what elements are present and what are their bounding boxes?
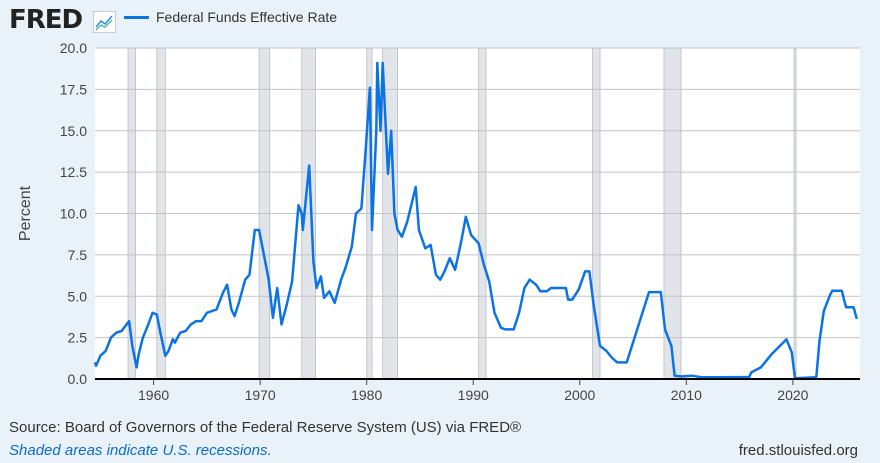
y-tick-label: 12.5 <box>60 164 87 180</box>
y-tick-label: 20.0 <box>60 40 87 56</box>
y-tick-label: 0.0 <box>68 371 88 387</box>
fred-url[interactable]: fred.stlouisfed.org <box>738 442 858 459</box>
series-line-federal-funds-rate <box>93 61 859 380</box>
y-tick-label: 5.0 <box>68 288 88 304</box>
y-tick-label: 15.0 <box>60 123 87 139</box>
line-chart-icon[interactable] <box>93 11 116 33</box>
recession-note[interactable]: Shaded areas indicate U.S. recessions. <box>9 442 272 459</box>
legend-swatch <box>124 15 149 19</box>
fred-logo[interactable]: FRED <box>9 5 83 35</box>
legend: Federal Funds Effective Rate <box>124 9 337 25</box>
y-tick-label: 17.5 <box>60 81 87 97</box>
y-tick-label: 7.5 <box>68 247 88 263</box>
y-tick-label: 10.0 <box>60 206 87 222</box>
x-tick-label: 2000 <box>564 387 595 403</box>
x-tick-label: 1970 <box>245 387 276 403</box>
y-tick-label: 2.5 <box>68 330 88 346</box>
y-axis-label: Percent <box>17 185 34 241</box>
legend-label: Federal Funds Effective Rate <box>156 9 338 25</box>
source-text: Source: Board of Governors of the Federa… <box>9 419 522 436</box>
x-tick-label: 1960 <box>138 387 169 403</box>
x-tick-label: 2020 <box>777 387 808 403</box>
x-tick-label: 1980 <box>351 387 382 403</box>
x-tick-label: 2010 <box>671 387 702 403</box>
x-tick-label: 1990 <box>458 387 489 403</box>
